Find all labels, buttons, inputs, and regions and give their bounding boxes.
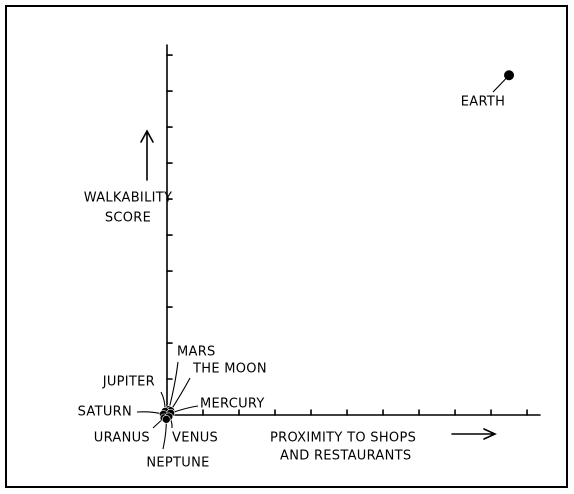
point-label: SATURN [78,405,132,420]
point-label: VENUS [172,431,218,446]
y-label: WALKABILITY [84,191,172,206]
point [161,415,171,424]
point-label: THE MOON [192,362,267,377]
point-label: EARTH [461,95,505,110]
point [504,70,515,81]
y-label: SCORE [105,211,151,226]
point-label: URANUS [94,431,150,446]
point-label: JUPITER [102,375,155,390]
leader-line [168,361,179,410]
point-label: MARS [177,345,216,360]
frame [5,5,568,488]
point-label: MERCURY [200,397,265,412]
x-label: PROXIMITY TO SHOPS [270,431,416,446]
x-arrow [451,428,497,440]
y-arrow [140,129,154,181]
x-label: AND RESTAURANTS [280,449,411,464]
point-label: NEPTUNE [146,456,209,471]
